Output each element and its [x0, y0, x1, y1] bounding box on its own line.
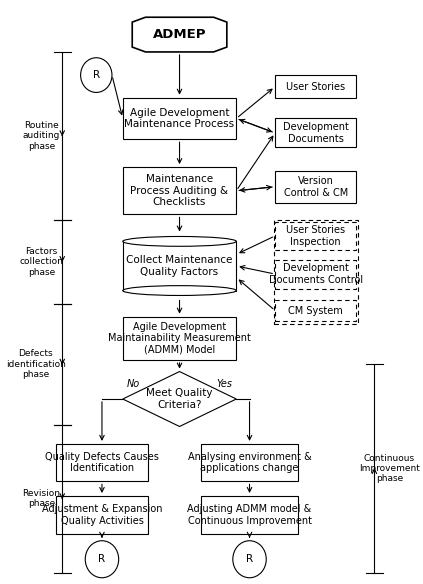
- Bar: [123, 317, 236, 360]
- Text: User Stories
Inspection: User Stories Inspection: [286, 225, 345, 246]
- Bar: [55, 496, 148, 534]
- Text: Yes: Yes: [217, 378, 233, 388]
- Ellipse shape: [123, 237, 236, 246]
- Bar: [123, 98, 236, 140]
- Text: ADMEP: ADMEP: [153, 28, 206, 41]
- Text: R: R: [99, 554, 105, 564]
- Text: Meet Quality
Criteria?: Meet Quality Criteria?: [146, 388, 213, 410]
- Bar: [275, 300, 357, 321]
- Bar: [123, 167, 236, 214]
- Bar: [201, 496, 298, 534]
- Text: Version
Control & CM: Version Control & CM: [284, 176, 348, 197]
- Text: Agile Development
Maintainability Measurement
(ADMM) Model: Agile Development Maintainability Measur…: [108, 322, 251, 355]
- Text: Adjustment & Expansion
Quality Activities: Adjustment & Expansion Quality Activitie…: [42, 504, 162, 526]
- Text: Adjusting ADMM model &
Continuous Improvement: Adjusting ADMM model & Continuous Improv…: [187, 504, 312, 526]
- Bar: [275, 119, 357, 147]
- Bar: [275, 171, 357, 203]
- Bar: [274, 220, 358, 324]
- Text: Defects
identification
phase: Defects identification phase: [6, 349, 66, 379]
- Text: Revision
phase: Revision phase: [22, 489, 60, 509]
- Text: Factors
collection
phase: Factors collection phase: [19, 246, 63, 277]
- Bar: [275, 75, 357, 98]
- Ellipse shape: [233, 541, 266, 578]
- Text: R: R: [93, 70, 100, 80]
- Polygon shape: [123, 371, 236, 426]
- Text: CM System: CM System: [288, 305, 343, 315]
- Bar: [275, 222, 357, 250]
- Ellipse shape: [81, 58, 112, 92]
- Bar: [55, 444, 148, 481]
- Text: User Stories: User Stories: [286, 82, 345, 92]
- Ellipse shape: [123, 286, 236, 296]
- Text: Maintenance
Process Auditing &
Checklists: Maintenance Process Auditing & Checklist…: [130, 174, 228, 207]
- Text: No: No: [126, 378, 140, 388]
- Text: Agile Development
Maintenance Process: Agile Development Maintenance Process: [124, 107, 235, 129]
- Text: R: R: [246, 554, 253, 564]
- Bar: [201, 444, 298, 481]
- Text: Collect Maintenance
Quality Factors: Collect Maintenance Quality Factors: [126, 255, 233, 277]
- Text: Continuous
Improvement
phase: Continuous Improvement phase: [359, 454, 420, 484]
- Text: Routine
auditing
phase: Routine auditing phase: [23, 121, 60, 151]
- Polygon shape: [132, 18, 227, 52]
- Text: Development
Documents Control: Development Documents Control: [269, 263, 363, 285]
- Ellipse shape: [85, 541, 119, 578]
- Text: Quality Defects Causes
Identification: Quality Defects Causes Identification: [45, 452, 159, 474]
- Bar: [275, 260, 357, 288]
- Bar: [123, 241, 236, 291]
- Text: Development
Documents: Development Documents: [283, 122, 349, 144]
- Text: Analysing environment &
applications change: Analysing environment & applications cha…: [188, 452, 311, 474]
